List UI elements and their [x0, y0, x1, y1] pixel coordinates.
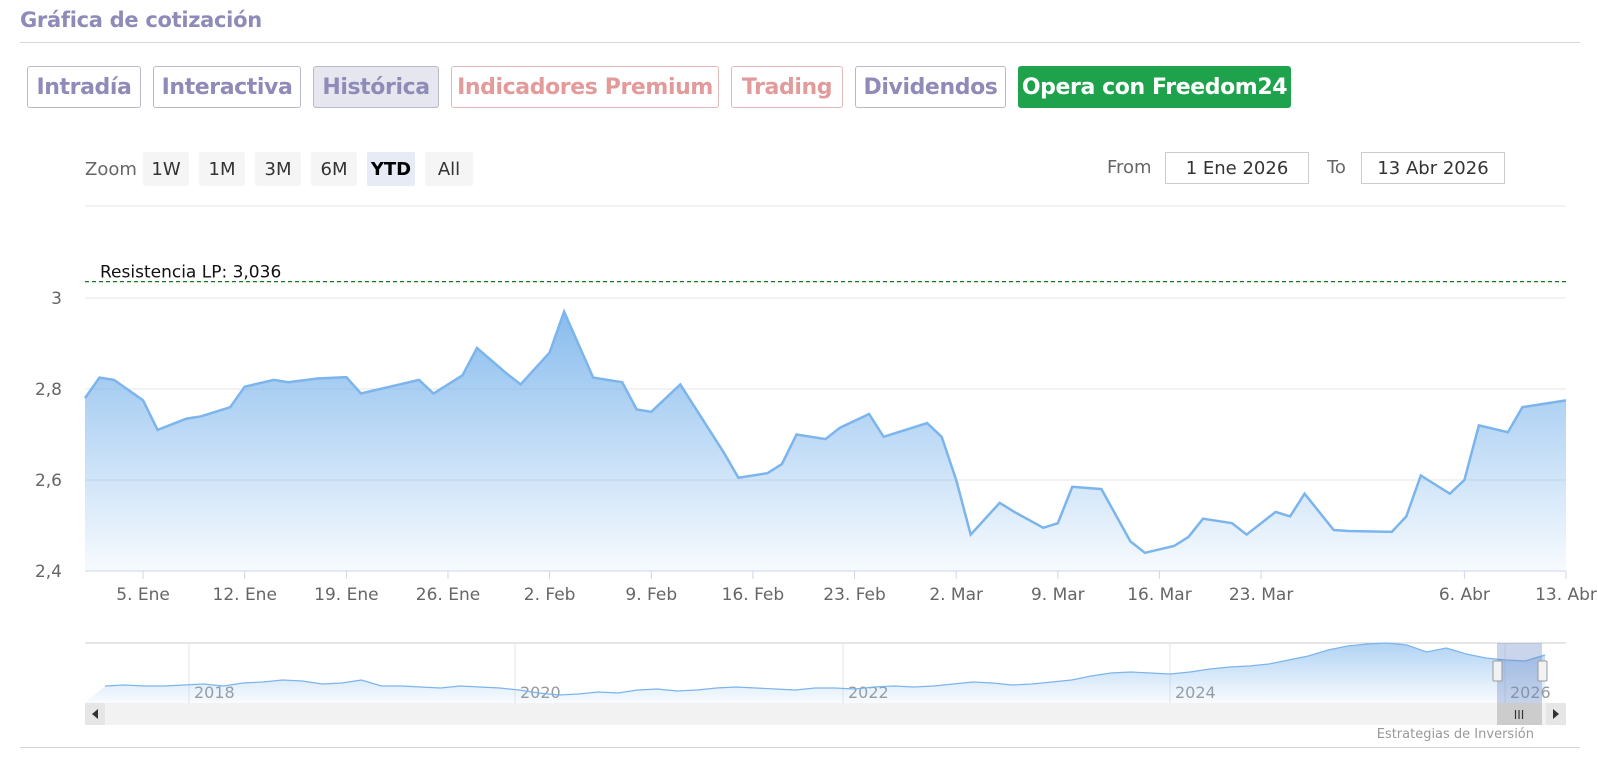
navigator-line: [104, 642, 1546, 696]
from-date-input[interactable]: 1 Ene 2026: [1165, 152, 1309, 184]
scroll-right-arrow-icon: [1553, 709, 1559, 719]
y-tick-label: 2,6: [35, 471, 62, 491]
navigator-left-handle: [1492, 660, 1503, 682]
zoom-ytd-button[interactable]: YTD: [367, 152, 415, 186]
price-line: [83, 308, 1567, 555]
price-area: [85, 311, 1566, 571]
scroll-left-arrow-icon: [92, 709, 98, 719]
chart-credits: Estrategias de Inversión: [1376, 727, 1534, 742]
x-tick-label: 2. Mar: [929, 585, 983, 605]
x-tick-label: 9. Feb: [625, 585, 677, 605]
tab-interactiva[interactable]: Interactiva: [153, 66, 301, 108]
tab-trading[interactable]: Trading: [731, 66, 843, 108]
zoom-3m-button[interactable]: 3M: [255, 152, 301, 186]
zoom-all-button[interactable]: All: [425, 152, 473, 186]
y-tick-label: 2,4: [35, 562, 62, 582]
x-tick-label: 19. Ene: [314, 585, 378, 605]
from-label: From: [1107, 157, 1152, 178]
scrollbar-grip-icon: III: [1514, 708, 1525, 722]
navigator-area: [85, 643, 1545, 703]
tab-historica[interactable]: Histórica: [313, 66, 439, 108]
x-tick-label: 12. Ene: [213, 585, 277, 605]
x-tick-label: 16. Mar: [1127, 585, 1192, 605]
top-divider: [20, 42, 1580, 43]
zoom-1m-button[interactable]: 1M: [199, 152, 245, 186]
bottom-divider: [20, 747, 1580, 748]
to-label: To: [1327, 157, 1346, 178]
x-tick-label: 5. Ene: [116, 585, 170, 605]
to-date-input[interactable]: 13 Abr 2026: [1361, 152, 1505, 184]
zoom-1w-button[interactable]: 1W: [143, 152, 189, 186]
x-tick-label: 23. Mar: [1229, 585, 1294, 605]
x-tick-label: 23. Feb: [823, 585, 886, 605]
x-tick-label: 26. Ene: [416, 585, 480, 605]
x-tick-label: 16. Feb: [722, 585, 785, 605]
navigator-right-handle: [1537, 660, 1548, 682]
navigator-selected-range: [1497, 643, 1542, 703]
tab-dividendos[interactable]: Dividendos: [855, 66, 1006, 108]
y-tick-label: 3: [51, 289, 62, 309]
x-tick-label: 6. Abr: [1439, 585, 1490, 605]
tab-intradia[interactable]: Intradía: [27, 66, 141, 108]
opera-freedom24-button[interactable]: Opera con Freedom24: [1018, 66, 1291, 108]
scrollbar-track: [85, 703, 1566, 725]
tab-indicadores-premium[interactable]: Indicadores Premium: [451, 66, 719, 108]
x-tick-label: 2. Feb: [524, 585, 576, 605]
section-title: Gráfica de cotización: [20, 8, 262, 32]
x-tick-label: 13. Abr: [1535, 585, 1597, 605]
scrollbar-thumb: [1497, 703, 1542, 725]
zoom-label: Zoom: [85, 159, 137, 180]
x-tick-label: 9. Mar: [1031, 585, 1085, 605]
resistance-label: Resistencia LP: 3,036: [100, 263, 281, 283]
zoom-6m-button[interactable]: 6M: [311, 152, 357, 186]
y-tick-label: 2,8: [35, 380, 62, 400]
